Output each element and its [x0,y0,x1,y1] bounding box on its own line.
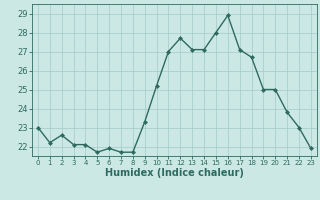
X-axis label: Humidex (Indice chaleur): Humidex (Indice chaleur) [105,168,244,178]
